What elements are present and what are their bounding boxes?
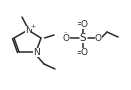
Text: ⁻: ⁻ bbox=[63, 31, 67, 37]
Text: =: = bbox=[76, 48, 82, 57]
Text: S: S bbox=[80, 33, 86, 43]
Text: O: O bbox=[94, 33, 102, 42]
Text: +: + bbox=[30, 23, 36, 29]
Text: N: N bbox=[33, 48, 39, 57]
Text: =: = bbox=[76, 19, 82, 28]
Text: O: O bbox=[81, 48, 88, 57]
Text: O: O bbox=[62, 33, 70, 42]
Text: N: N bbox=[25, 25, 31, 34]
Text: O: O bbox=[81, 20, 88, 29]
